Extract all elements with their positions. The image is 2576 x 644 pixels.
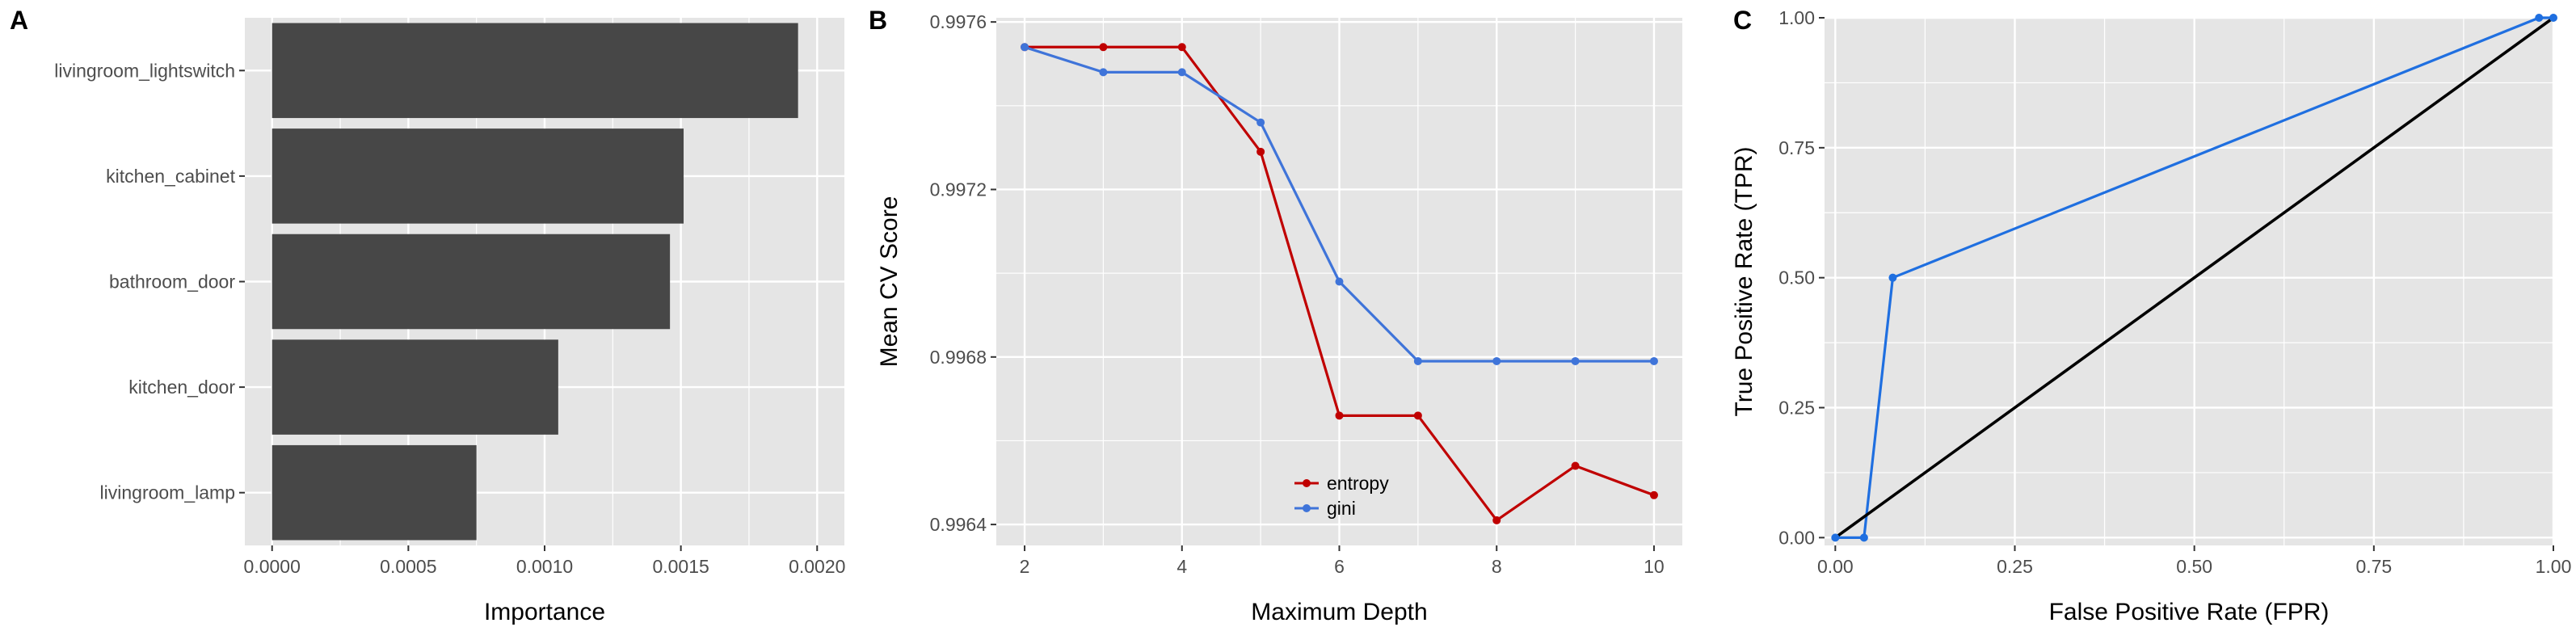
data-point-gini (1492, 356, 1501, 365)
x-tick-label: 0.0005 (380, 556, 436, 577)
panel-a-tag: A (10, 6, 28, 35)
data-point-entropy (1413, 411, 1422, 420)
roc-point (2549, 14, 2557, 22)
roc-point (1859, 533, 1868, 542)
x-tick-label: 0.75 (2355, 556, 2392, 577)
data-point-gini (1021, 43, 1029, 52)
data-point-entropy (1571, 461, 1580, 470)
importance-bar (271, 339, 558, 435)
roc-panel: C 0.00 0.25 0.50 0.75 1.00 0.00 0.25 0.50 0.75 1.… (1731, 6, 2571, 625)
x-tick-label: 0.0010 (516, 556, 573, 577)
importance-panel: A livingroom_lightswitch kitchen_cabinetb… (10, 6, 845, 625)
data-point-gini (1099, 68, 1108, 77)
y-tick-label: 0.50 (1778, 267, 1815, 288)
data-point-entropy (1492, 516, 1501, 524)
x-tick-label: 0.0015 (652, 556, 709, 577)
x-tick-label: 8 (1492, 556, 1502, 577)
legend-marker-entropy (1303, 479, 1311, 487)
legend-marker-gini (1303, 504, 1311, 512)
x-tick-label: 0.00 (1817, 556, 1854, 577)
x-tick-label: 10 (1644, 556, 1665, 577)
y-tick-label: kitchen_cabinet (106, 166, 235, 187)
data-point-gini (1571, 356, 1580, 365)
y-tick-label: 0.9964 (930, 514, 987, 535)
x-tick-label: 0.0000 (244, 556, 301, 577)
data-point-entropy (1099, 43, 1108, 52)
roc-point (1831, 533, 1840, 542)
y-tick-label: 0.9976 (930, 11, 987, 32)
data-point-gini (1335, 277, 1344, 286)
importance-bar (271, 234, 671, 330)
cv-score-panel: B 2 4 6 8 10 0.9964 0.9968 0.9972 0.9976 Maximum … (869, 6, 1682, 625)
data-point-entropy (1335, 411, 1344, 420)
y-tick-label: bathroom_door (109, 271, 235, 293)
y-tick-label: kitchen_door (128, 377, 235, 398)
y-tick-label: 0.75 (1778, 137, 1815, 158)
x-tick-label: 0.50 (2176, 556, 2212, 577)
x-axis-title: Importance (484, 599, 605, 625)
x-axis-title: Maximum Depth (1251, 599, 1427, 625)
data-point-gini (1413, 356, 1422, 365)
data-point-entropy (1649, 490, 1658, 499)
y-tick-label: 0.00 (1778, 527, 1815, 548)
x-tick-label: 1.00 (2536, 556, 2572, 577)
y-tick-label: 0.25 (1778, 398, 1815, 419)
legend-label-gini: gini (1327, 498, 1356, 519)
data-point-entropy (1256, 147, 1265, 156)
x-tick-label: 0.0020 (789, 556, 845, 577)
y-axis-title: Mean CV Score (876, 196, 903, 368)
data-point-entropy (1177, 43, 1186, 52)
data-point-gini (1649, 356, 1658, 365)
x-tick-label: 2 (1020, 556, 1030, 577)
legend: entropy gini (1294, 473, 1389, 519)
y-tick-label: livingroom_lightswitch (54, 60, 235, 81)
importance-bar (271, 23, 798, 119)
y-axis-title: True Positive Rate (TPR) (1731, 147, 1757, 417)
x-tick-label: 4 (1176, 556, 1187, 577)
data-point-gini (1177, 68, 1186, 77)
y-tick-label: 0.9972 (930, 179, 987, 200)
x-tick-label: 0.25 (1997, 556, 2033, 577)
importance-bar (271, 444, 477, 541)
roc-point (1888, 273, 1897, 282)
roc-point (2535, 14, 2544, 22)
y-tick-label: 0.9968 (930, 347, 987, 368)
panel-c-tag: C (1733, 6, 1752, 35)
y-tick-label: 1.00 (1778, 7, 1815, 28)
importance-bar (271, 128, 684, 224)
y-tick-label: livingroom_lamp (100, 482, 235, 503)
panel-b-tag: B (869, 6, 887, 35)
legend-label-entropy: entropy (1327, 473, 1389, 494)
chance-diagonal (1834, 16, 2555, 539)
x-axis-title: False Positive Rate (FPR) (2049, 599, 2330, 625)
x-tick-label: 6 (1334, 556, 1345, 577)
data-point-gini (1256, 118, 1265, 127)
